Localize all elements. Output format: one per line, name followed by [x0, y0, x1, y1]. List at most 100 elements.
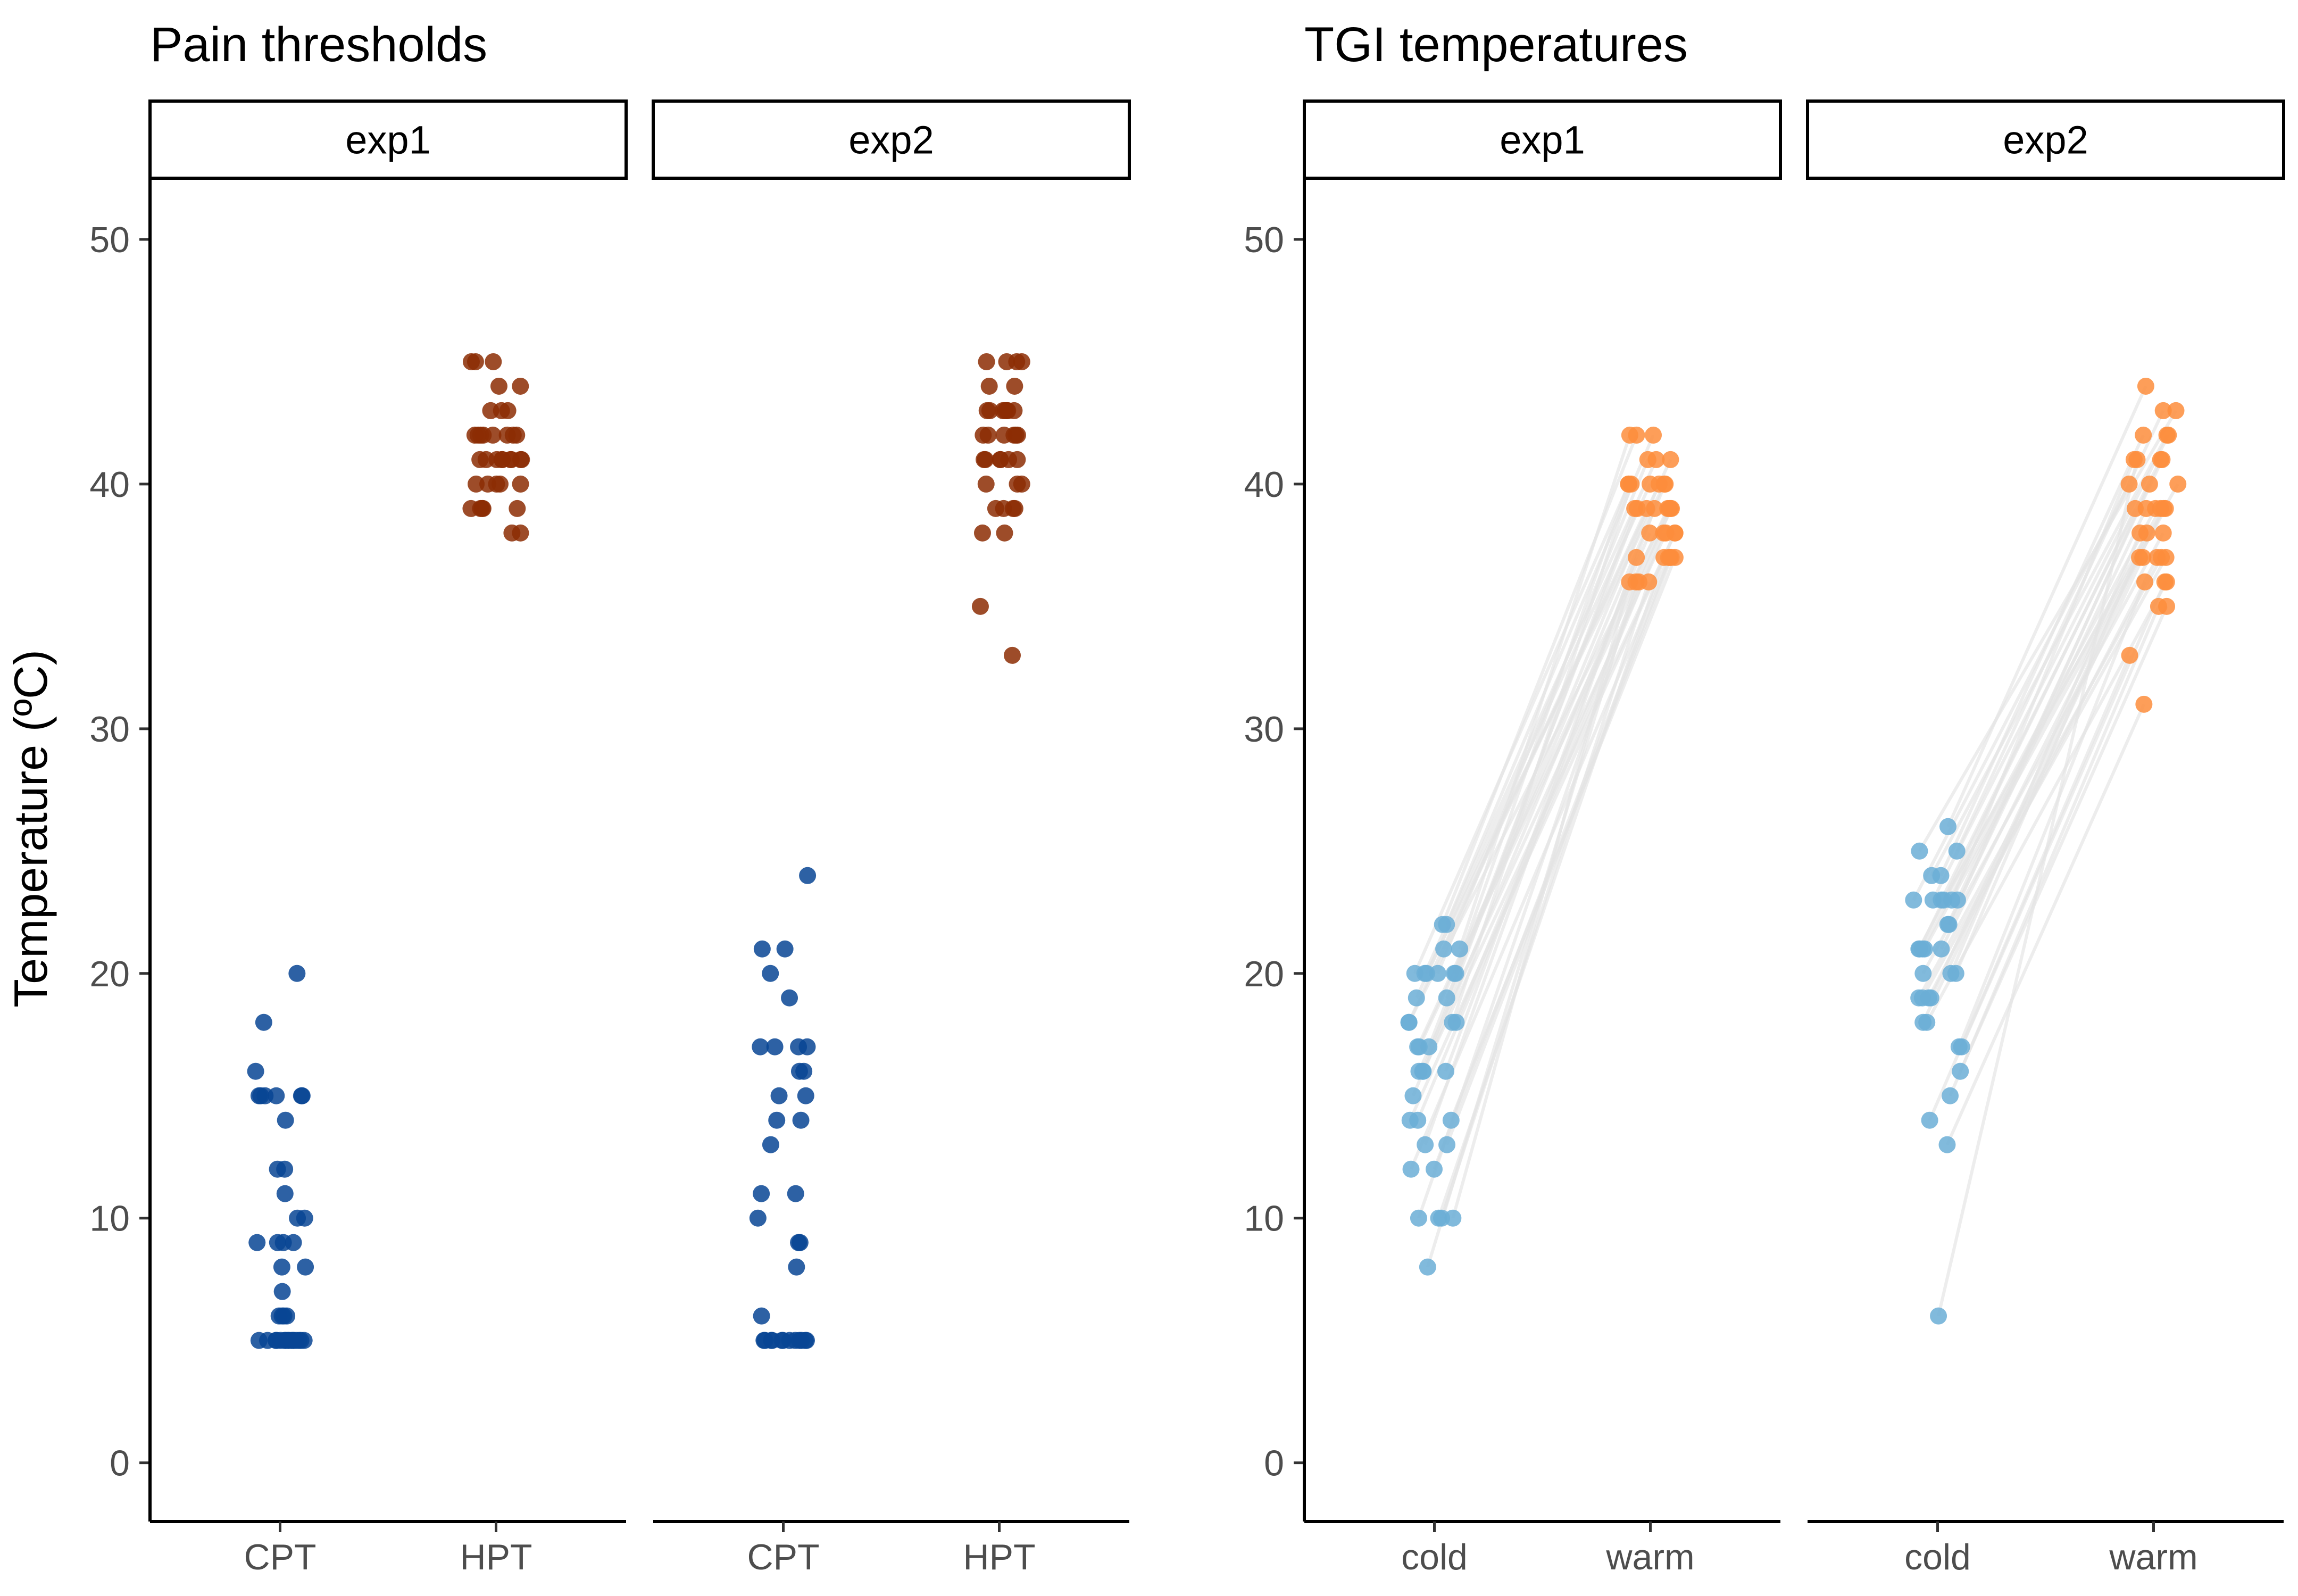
data-point-cold — [1418, 965, 1435, 982]
strip-label: exp2 — [2003, 118, 2088, 162]
data-point-cpt — [781, 989, 798, 1007]
data-point-hpt — [1006, 377, 1023, 395]
data-point-cpt — [774, 1332, 792, 1349]
data-point-cold — [1442, 1111, 1460, 1129]
data-point-cpt — [753, 1307, 770, 1325]
pair-line — [1413, 483, 1630, 974]
data-point-hpt — [468, 475, 485, 493]
data-point-hpt — [492, 475, 509, 493]
strip-box — [1806, 99, 2285, 180]
data-point-cold — [1425, 1160, 1443, 1178]
pair-line — [1918, 508, 2137, 950]
y-tick-label: 20 — [89, 954, 130, 994]
chart-pain-thresholds: Pain thresholds Temperature (ºC) 0 10 20 30… — [4, 18, 1131, 1577]
data-point-warm — [2152, 451, 2169, 468]
data-point-warm — [2120, 475, 2138, 493]
data-point-warm — [2121, 646, 2138, 664]
data-point-warm — [2154, 402, 2172, 419]
data-point-cold — [1905, 891, 1922, 909]
data-point-cpt — [248, 1234, 266, 1251]
data-point-hpt — [466, 426, 484, 444]
data-point-hpt — [498, 426, 516, 444]
facet-exp2: exp2 cold warm — [1806, 99, 2285, 1577]
data-point-cpt — [288, 965, 306, 982]
data-point-cpt — [274, 1234, 292, 1251]
data-point-hpt — [493, 451, 511, 468]
chart-title: Pain thresholds — [150, 18, 487, 72]
data-point-cold — [1950, 1038, 1968, 1055]
data-point-warm — [2138, 524, 2155, 542]
data-point-warm — [2135, 695, 2153, 713]
data-point-cold — [1939, 818, 1956, 835]
data-point-cpt — [255, 1013, 272, 1031]
x-tick-label: HPT — [963, 1537, 1036, 1577]
data-point-cpt — [768, 1111, 786, 1129]
data-point-hpt — [971, 597, 989, 615]
data-point-warm — [1656, 475, 1674, 493]
data-point-cold — [1938, 1136, 1956, 1153]
x-tick-label: warm — [2109, 1537, 2197, 1577]
data-point-warm — [1641, 524, 1659, 542]
pair-line — [1423, 459, 1658, 974]
x-tick-label: warm — [1605, 1537, 1694, 1577]
data-point-cpt — [762, 965, 779, 982]
data-point-hpt — [485, 353, 502, 370]
data-point-cpt — [756, 1332, 774, 1349]
data-point-cpt — [749, 1209, 767, 1227]
data-point-hpt — [512, 524, 529, 542]
pair-line — [1407, 508, 1648, 1024]
data-point-hpt — [490, 377, 507, 395]
data-point-cpt — [799, 867, 817, 884]
data-point-cold — [1921, 1111, 1938, 1129]
pair-line — [1453, 483, 1630, 974]
data-point-cold — [1935, 891, 1953, 909]
data-point-warm — [1628, 548, 1645, 566]
data-point-cold — [1400, 1013, 1418, 1031]
chart-tgi-temperatures: TGI temperatures 0 10 20 30 40 50 exp1 cold warm… — [1244, 18, 2285, 1577]
data-point-hpt — [1009, 451, 1026, 468]
data-point-hpt — [472, 500, 489, 517]
data-point-hpt — [973, 524, 991, 542]
data-point-warm — [2157, 548, 2175, 566]
data-point-cold — [1451, 940, 1469, 958]
data-point-cold — [1408, 989, 1425, 1007]
pair-line — [1921, 508, 2162, 950]
y-tick-label: 30 — [89, 709, 130, 750]
data-point-cold — [1914, 965, 1932, 982]
data-point-cold — [1402, 1160, 1420, 1178]
pair-line — [1912, 483, 2131, 901]
data-point-cpt — [776, 940, 794, 958]
data-point-cold — [1930, 1307, 1947, 1325]
strip-label: exp1 — [1500, 118, 1585, 162]
data-point-warm — [1662, 451, 1679, 468]
facet-exp2: exp2 CPT HPT — [652, 99, 1131, 1577]
x-tick-label: CPT — [244, 1537, 317, 1577]
data-point-cold — [1410, 1062, 1428, 1080]
y-tick-label: 40 — [1244, 464, 1284, 505]
data-point-hpt — [512, 451, 529, 468]
data-point-hpt — [977, 475, 995, 493]
data-point-warm — [1655, 524, 1672, 542]
data-point-warm — [2169, 475, 2187, 493]
data-point-cpt — [753, 940, 771, 958]
data-point-cold — [1438, 1136, 1456, 1153]
data-point-cold — [1914, 940, 1931, 958]
facet-exp1: exp1 CPT HPT — [148, 99, 628, 1577]
data-point-hpt — [992, 451, 1009, 468]
data-point-cpt — [297, 1258, 314, 1276]
data-point-cold — [1947, 965, 1964, 982]
data-point-cpt — [247, 1062, 264, 1080]
data-point-cold — [1918, 1013, 1936, 1031]
data-point-warm — [2128, 451, 2146, 468]
pair-line — [1451, 581, 1631, 1219]
data-point-cpt — [790, 1062, 808, 1080]
data-point-warm — [2126, 500, 2144, 517]
data-point-cold — [1445, 965, 1463, 982]
data-point-hpt — [512, 377, 529, 395]
data-point-cold — [1911, 842, 1928, 860]
y-tick-label: 0 — [110, 1443, 130, 1484]
data-point-cpt — [793, 1332, 810, 1349]
data-point-hpt — [980, 377, 998, 395]
y-tick-label: 50 — [1244, 220, 1284, 260]
data-point-hpt — [994, 402, 1012, 419]
